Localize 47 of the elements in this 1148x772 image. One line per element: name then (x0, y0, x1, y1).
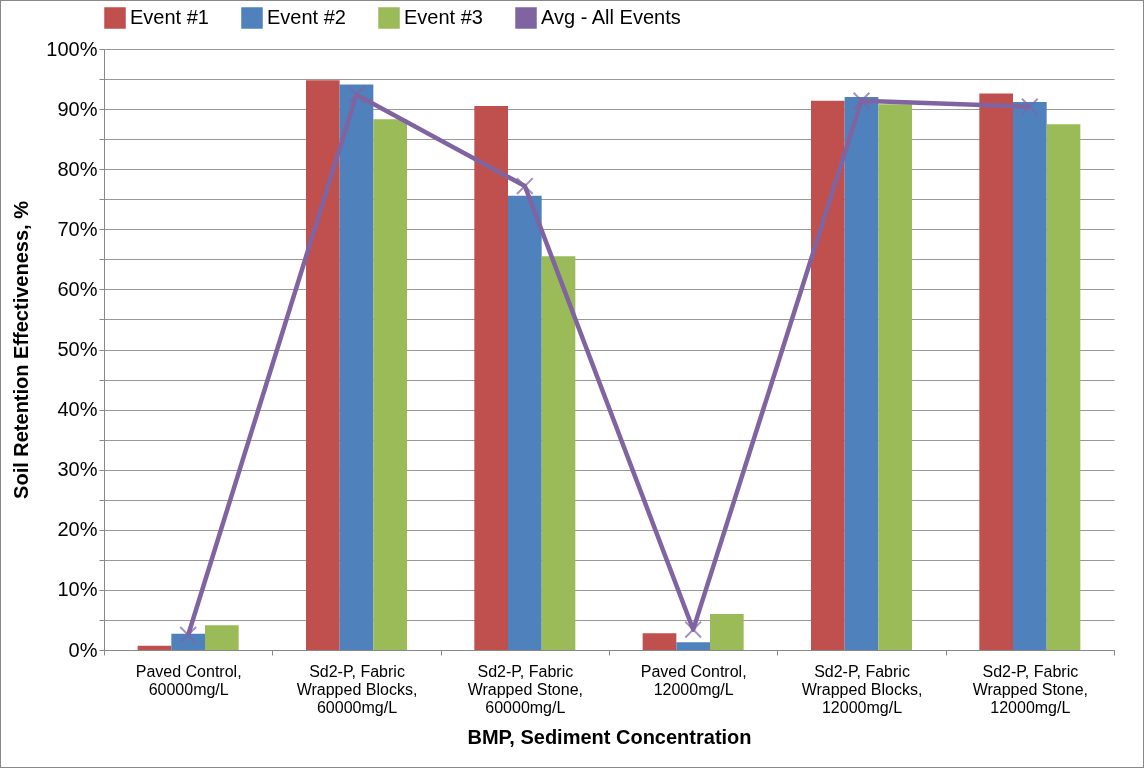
bar (676, 642, 710, 650)
bar (306, 80, 340, 650)
bar (474, 106, 508, 650)
y-axis-title: Soil Retention Effectiveness, % (10, 200, 33, 499)
y-tick-label: 80% (57, 157, 98, 180)
bar (710, 613, 744, 650)
bar (642, 633, 677, 650)
x-tick-label: Sd2-P, Fabric Wrapped Blocks, 60000mg/L (296, 662, 418, 716)
point (515, 177, 534, 195)
bar (878, 104, 912, 650)
bar (1013, 101, 1047, 650)
x-axis-title: BMP, Sediment Concentration (467, 725, 752, 748)
y-tick-label: 10% (57, 578, 98, 601)
point (1020, 97, 1039, 116)
bar (171, 633, 205, 650)
point (852, 91, 871, 110)
y-tick-label: 30% (57, 458, 98, 481)
bar (541, 256, 576, 650)
y-tick-label: 0% (68, 638, 98, 661)
y-tick-label: 40% (57, 398, 98, 421)
bar (1046, 124, 1081, 650)
y-tick-label: 90% (57, 97, 98, 120)
point (684, 620, 703, 639)
bar (979, 93, 1013, 650)
y-tick-label: 20% (57, 518, 98, 541)
legend-label: Event #1 (130, 6, 209, 28)
x-tick-label: Sd2-P, Fabric Wrapped Stone, 12000mg/L (972, 662, 1089, 716)
bar (137, 645, 172, 650)
x-tick-label: Sd2-P, Fabric Wrapped Blocks, 12000mg/L (801, 662, 923, 716)
legend-label: Event #2 (267, 6, 346, 28)
bar (844, 97, 879, 650)
point (347, 85, 366, 104)
bar (811, 100, 845, 650)
point (179, 626, 198, 644)
bar (339, 84, 374, 650)
y-tick-label: 50% (57, 338, 98, 360)
y-tick-label: 100% (46, 37, 98, 60)
x-tick-label: Paved Control, 12000mg/L (640, 662, 747, 698)
bar (508, 195, 542, 650)
bar (373, 119, 407, 650)
legend-label: Avg - All Events (541, 6, 681, 28)
bar (205, 625, 239, 650)
x-tick-label: Paved Control, 60000mg/L (135, 662, 242, 698)
y-tick-label: 70% (57, 217, 98, 240)
x-tick-label: Sd2-P, Fabric Wrapped Stone, 60000mg/L (467, 662, 584, 716)
legend-label: Event #3 (404, 6, 483, 28)
y-tick-label: 60% (57, 277, 98, 300)
